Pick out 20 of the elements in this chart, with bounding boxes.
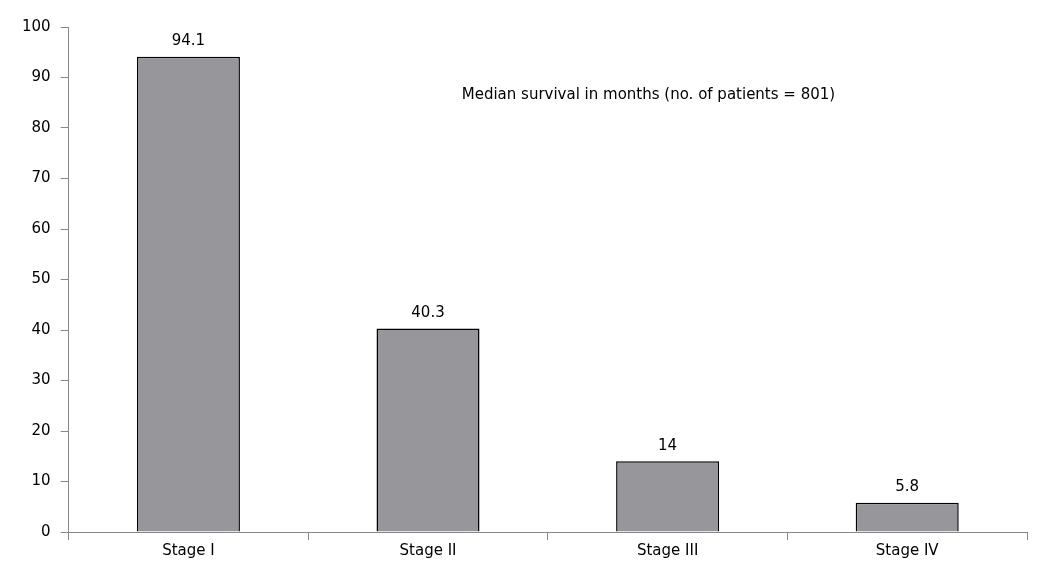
- x-tick-label: Stage I: [162, 540, 215, 559]
- y-tick-label: 0: [41, 521, 51, 540]
- y-tick-label: 100: [21, 16, 51, 35]
- y-tick-label: 60: [31, 218, 51, 237]
- data-label: 14: [658, 435, 678, 454]
- x-tick-label: Stage III: [636, 540, 699, 559]
- data-label: 40.3: [411, 302, 445, 321]
- data-label: 94.1: [171, 31, 206, 50]
- x-tick-label: Stage IV: [875, 540, 940, 559]
- y-tick-label: 20: [31, 420, 51, 439]
- y-tick-label: 50: [31, 269, 51, 288]
- y-tick-label: 80: [31, 117, 51, 136]
- y-tick-label: 10: [31, 471, 51, 490]
- x-tick-label: Stage II: [399, 540, 457, 559]
- annotation: Median survival in months (no. of patients = 801): [461, 85, 836, 104]
- y-tick-label: 70: [31, 168, 51, 187]
- y-tick-label: 30: [31, 370, 51, 389]
- y-tick-label: 40: [31, 319, 51, 338]
- data-label: 5.8: [895, 477, 920, 496]
- y-tick-label: 90: [31, 67, 51, 86]
